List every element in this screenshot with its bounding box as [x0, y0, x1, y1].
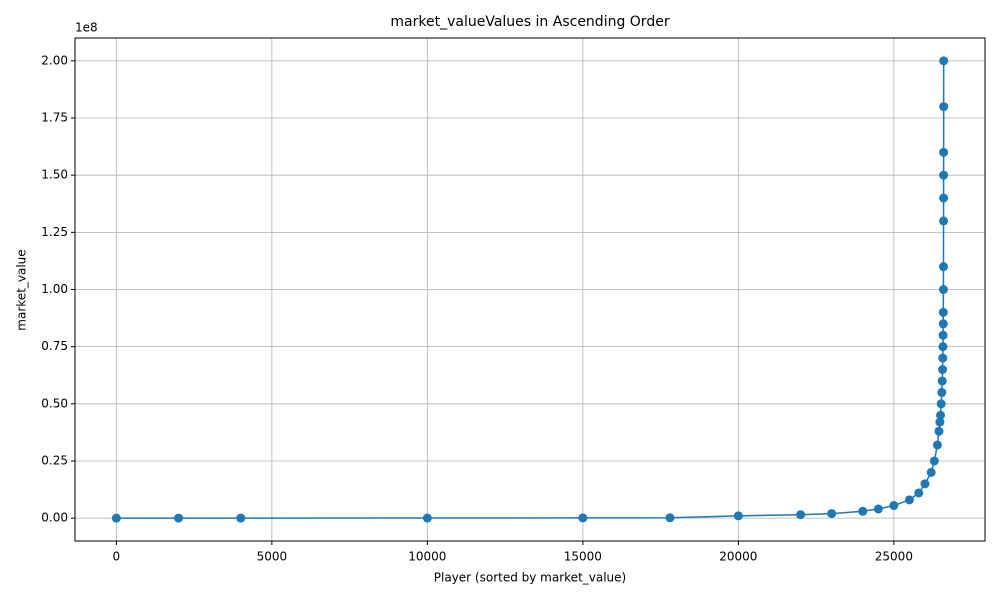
data-point [733, 511, 743, 521]
data-point [939, 193, 949, 203]
data-point [914, 488, 924, 498]
data-point [936, 399, 946, 409]
data-point [939, 102, 949, 112]
data-point [929, 456, 939, 466]
data-point [111, 513, 121, 523]
data-point [889, 501, 899, 511]
data-point [827, 509, 837, 519]
y-tick-label: 1.50 [41, 168, 68, 182]
data-point [904, 495, 914, 505]
data-point [938, 330, 948, 340]
data-point [926, 467, 936, 477]
data-point [236, 513, 246, 523]
data-point [938, 365, 948, 375]
y-tick-label: 0.00 [41, 511, 68, 525]
data-point [936, 410, 946, 420]
x-tick-label: 5000 [257, 550, 288, 564]
data-point [935, 417, 945, 427]
y-tick-label: 0.50 [41, 396, 68, 410]
data-point [578, 513, 588, 523]
data-point [938, 307, 948, 317]
y-offset-label: 1e8 [75, 21, 98, 35]
data-point [939, 56, 949, 66]
x-tick-label: 0 [113, 550, 121, 564]
x-tick-label: 15000 [564, 550, 602, 564]
x-tick-label: 10000 [408, 550, 446, 564]
data-point [938, 342, 948, 352]
y-axis-label: market_value [15, 249, 29, 330]
data-point [939, 170, 949, 180]
data-point [939, 147, 949, 157]
data-point [920, 479, 930, 489]
data-point [938, 262, 948, 272]
data-point [932, 440, 942, 450]
data-point [938, 319, 948, 329]
y-tick-label: 2.00 [41, 53, 68, 67]
data-point [934, 426, 944, 436]
x-axis-label: Player (sorted by market_value) [434, 571, 626, 585]
data-point [665, 513, 675, 523]
y-tick-label: 0.75 [41, 339, 68, 353]
y-tick-label: 1.75 [41, 111, 68, 125]
data-point [937, 376, 947, 386]
x-tick-label: 20000 [719, 550, 757, 564]
x-tick-label: 25000 [875, 550, 913, 564]
data-point [938, 353, 948, 363]
data-point [937, 387, 947, 397]
y-tick-label: 0.25 [41, 453, 68, 467]
plot-frame [74, 37, 986, 542]
data-point [174, 513, 184, 523]
data-point [858, 506, 868, 516]
data-point [422, 513, 432, 523]
y-tick-label: 1.25 [41, 225, 68, 239]
data-point [938, 285, 948, 294]
chart-title: market_valueValues in Ascending Order [390, 14, 669, 30]
data-point [796, 510, 806, 520]
data-point [939, 216, 949, 226]
data-point [873, 504, 883, 514]
y-tick-label: 1.00 [41, 282, 68, 296]
